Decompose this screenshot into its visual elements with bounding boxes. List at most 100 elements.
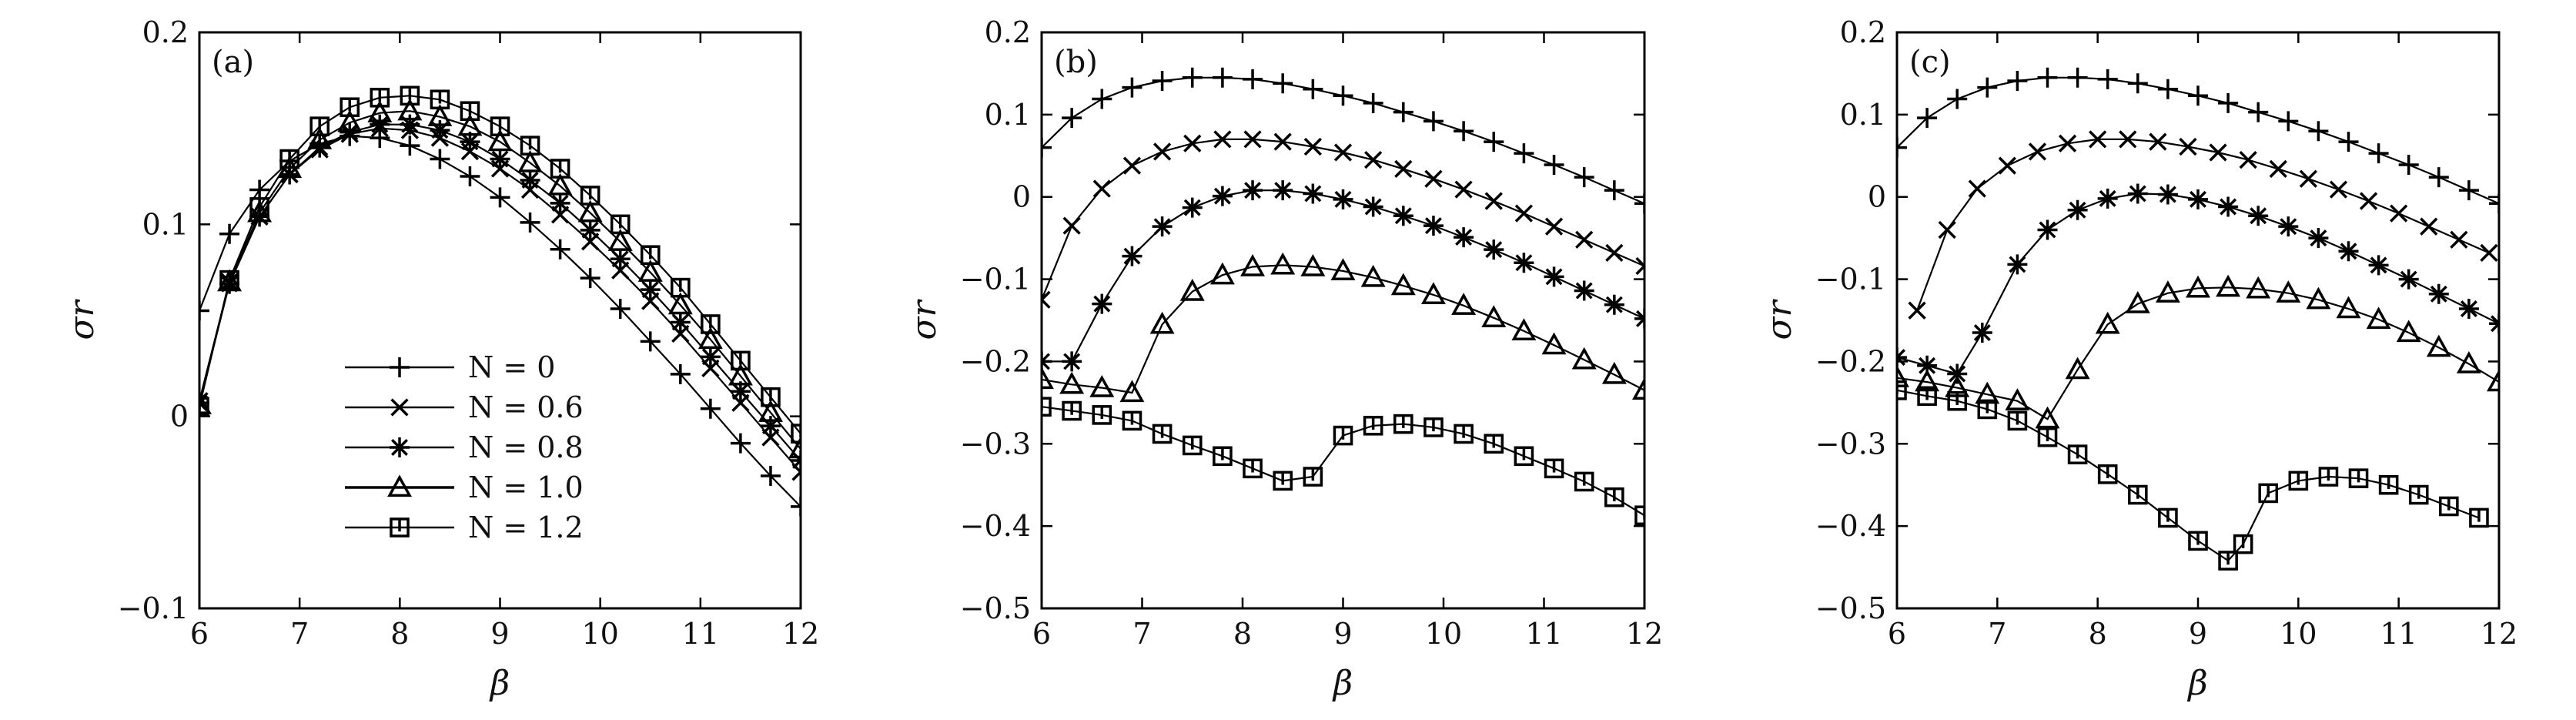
legend: N = 0 N = 0.6 N = 0.8 N = 1.0 N = 1.2 — [345, 350, 584, 544]
data-point-triangle — [2336, 296, 2361, 319]
data-point-triangle — [1209, 262, 1235, 285]
data-point-triangle — [1179, 278, 1205, 301]
series-line — [1042, 264, 1644, 394]
data-point-plus — [2248, 102, 2269, 122]
data-point-triangle — [2276, 280, 2301, 303]
data-point-triangle — [547, 172, 573, 196]
x-tick-label: 10 — [2280, 617, 2317, 651]
data-point-x — [1968, 179, 1986, 198]
data-point-plus — [2428, 167, 2449, 188]
data-point-triangle — [1571, 347, 1597, 370]
data-point-asterisk — [2037, 219, 2058, 240]
data-point-triangle — [667, 292, 693, 315]
data-point-triangle — [337, 109, 363, 132]
data-point-x — [1273, 132, 1292, 151]
y-tick-label: 0 — [170, 400, 189, 434]
data-point-triangle — [1601, 361, 1627, 384]
data-point-plus — [2398, 155, 2419, 176]
data-point-plus — [550, 239, 570, 260]
data-point-triangle — [307, 127, 333, 149]
data-point-x — [1424, 169, 1443, 188]
data-point-triangle — [1300, 253, 1326, 276]
data-point-asterisk — [2067, 199, 2088, 220]
y-tick-label: 0.2 — [142, 15, 189, 49]
data-point-x — [1042, 290, 1051, 309]
data-point-triangle — [2095, 311, 2120, 334]
data-point-triangle — [2306, 286, 2331, 310]
y-tick-label: −0.2 — [960, 344, 1031, 378]
data-point-asterisk — [279, 164, 300, 185]
x-axis-title: β — [1332, 664, 1353, 703]
legend-label: N = 1.0 — [468, 471, 584, 504]
y-tick-label: 0.1 — [142, 207, 189, 241]
x-tick-label: 11 — [2380, 617, 2417, 651]
data-point-plus — [1092, 89, 1112, 109]
x-tick-label: 9 — [490, 617, 509, 651]
panel-label: (b) — [1054, 45, 1098, 80]
data-point-x — [1454, 180, 1473, 199]
data-point-plus — [1333, 85, 1353, 106]
data-point-plus — [670, 363, 691, 384]
data-point-asterisk — [2218, 196, 2239, 217]
data-point-triangle — [2035, 406, 2060, 429]
data-point-x — [1092, 179, 1111, 198]
data-point-x — [1122, 156, 1142, 175]
data-point-x — [1062, 216, 1081, 235]
data-point-asterisk — [1092, 293, 1112, 314]
data-point-triangle — [217, 269, 243, 292]
data-point-plus — [1977, 77, 1998, 98]
data-point-triangle — [2186, 275, 2210, 298]
data-point-triangle — [1089, 375, 1115, 397]
data-point-asterisk — [1634, 308, 1644, 329]
data-point-asterisk — [670, 312, 691, 333]
data-point-plus — [2067, 67, 2088, 88]
data-point-x — [1575, 230, 1594, 249]
data-point-plus — [1947, 89, 1968, 109]
data-point-x — [1514, 204, 1534, 223]
data-point-asterisk — [1273, 180, 1293, 201]
data-point-triangle — [1240, 253, 1266, 276]
x-tick-label: 6 — [1888, 617, 1906, 651]
series-line — [1916, 138, 2490, 311]
y-tick-label: −0.1 — [1815, 263, 1886, 296]
data-point-x — [1908, 301, 1926, 320]
data-point-triangle — [517, 149, 543, 172]
y-tick-label: 0.1 — [1840, 98, 1886, 132]
data-point-triangle — [1360, 264, 1386, 287]
data-point-x — [2269, 159, 2287, 179]
data-point-plus — [219, 223, 240, 244]
data-point-triangle — [1390, 273, 1416, 296]
data-point-asterisk — [1363, 196, 1383, 217]
data-point-plus — [1423, 111, 1444, 132]
x-tick-label: 8 — [2089, 617, 2107, 651]
data-point-asterisk — [2308, 228, 2329, 249]
data-point-x — [2390, 204, 2408, 223]
data-point-triangle — [607, 229, 633, 251]
data-point-x — [2329, 180, 2348, 199]
data-point-plus — [1042, 137, 1052, 158]
panel-label: (c) — [1909, 45, 1951, 80]
data-point-asterisk — [1182, 197, 1203, 218]
data-point-x — [2299, 169, 2318, 188]
data-point-triangle — [1059, 371, 1085, 394]
data-point-plus — [2308, 121, 2329, 142]
series-triangle — [199, 98, 801, 459]
data-point-plus — [760, 465, 781, 486]
data-point-plus — [2218, 92, 2239, 113]
data-point-plus — [2157, 79, 2178, 99]
data-point-triangle — [2005, 388, 2030, 410]
data-point-x — [1998, 156, 2017, 175]
data-point-plus — [1243, 69, 1263, 89]
legend-label: N = 0 — [468, 350, 555, 384]
data-point-triangle — [577, 199, 603, 223]
series-x — [1908, 130, 2498, 320]
legend-plus-icon — [390, 357, 410, 377]
series-line — [199, 110, 801, 450]
data-point-x — [1213, 130, 1232, 149]
data-point-x — [1333, 143, 1353, 162]
x-tick-label: 7 — [1988, 617, 2006, 651]
legend-asterisk-icon — [390, 437, 410, 457]
data-point-plus — [791, 496, 801, 517]
x-tick-label: 11 — [1525, 617, 1562, 651]
